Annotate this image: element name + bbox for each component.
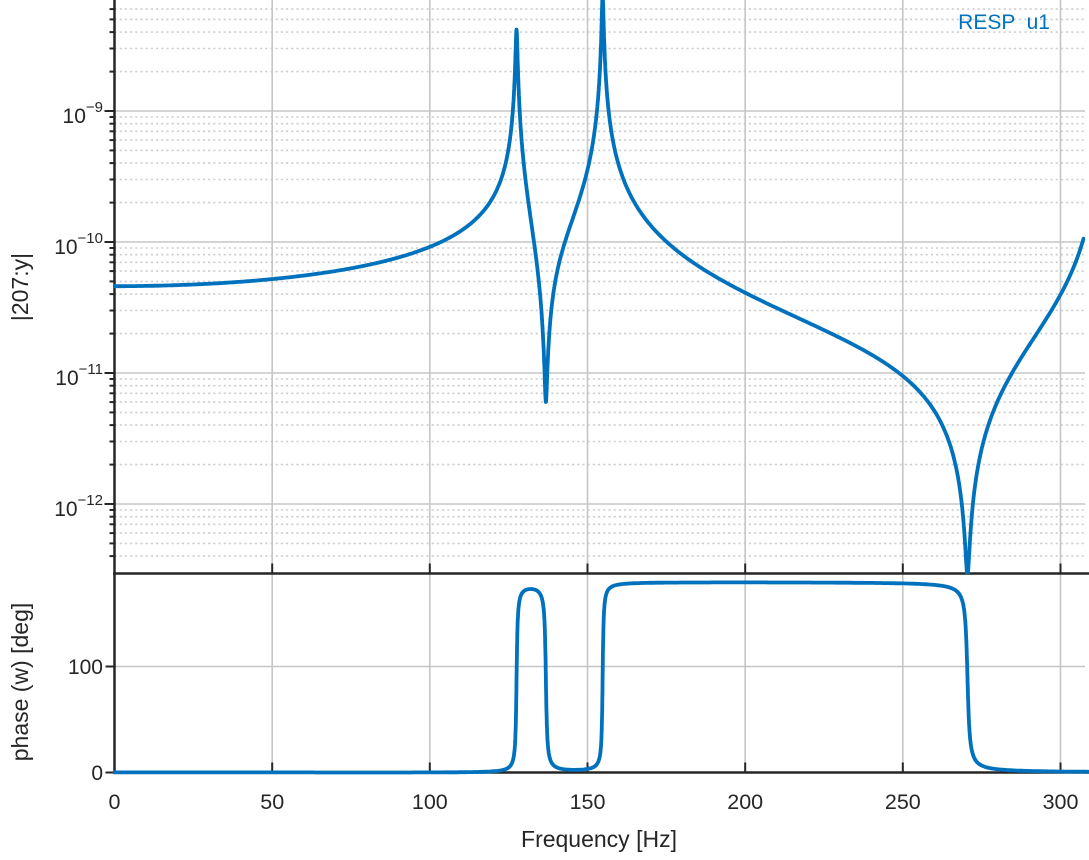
magnitude-ytick-labels: 10−9 10−10 10−11 10−12 bbox=[54, 99, 103, 521]
y-tick-label: 10−12 bbox=[54, 492, 103, 521]
x-tick-label: 100 bbox=[412, 790, 448, 814]
magnitude-ylabel: |207:y| bbox=[7, 253, 33, 321]
phase-ylabel: phase (w) [deg] bbox=[7, 603, 33, 762]
x-tick-label: 0 bbox=[109, 790, 121, 814]
phase-y-tick-label: 100 bbox=[68, 656, 103, 679]
magnitude-minor-grid bbox=[114, 8, 1085, 557]
phase-curve bbox=[113, 580, 1089, 775]
x-tick-label: 250 bbox=[885, 790, 921, 814]
x-tick-label: 150 bbox=[570, 790, 606, 814]
xtick-labels: 0 50 100 150 200 250 300 bbox=[109, 790, 1079, 814]
x-tick-label: 50 bbox=[260, 790, 284, 814]
x-tick-label: 200 bbox=[727, 790, 763, 814]
y-tick-label: 10−9 bbox=[63, 99, 103, 128]
y-tick-label: 10−11 bbox=[55, 361, 103, 390]
x-axis-label: Frequency [Hz] bbox=[521, 826, 677, 852]
phase-grid bbox=[114, 573, 1085, 773]
magnitude-curve bbox=[113, 0, 1085, 574]
magnitude-major-grid bbox=[114, 0, 1085, 574]
x-tick-label: 300 bbox=[1043, 790, 1079, 814]
phase-ytick-labels: 0 100 bbox=[68, 656, 103, 785]
y-tick-label: 10−10 bbox=[54, 230, 103, 259]
legend-label: RESP u1 bbox=[958, 11, 1050, 34]
phase-y-tick-label: 0 bbox=[91, 762, 103, 785]
